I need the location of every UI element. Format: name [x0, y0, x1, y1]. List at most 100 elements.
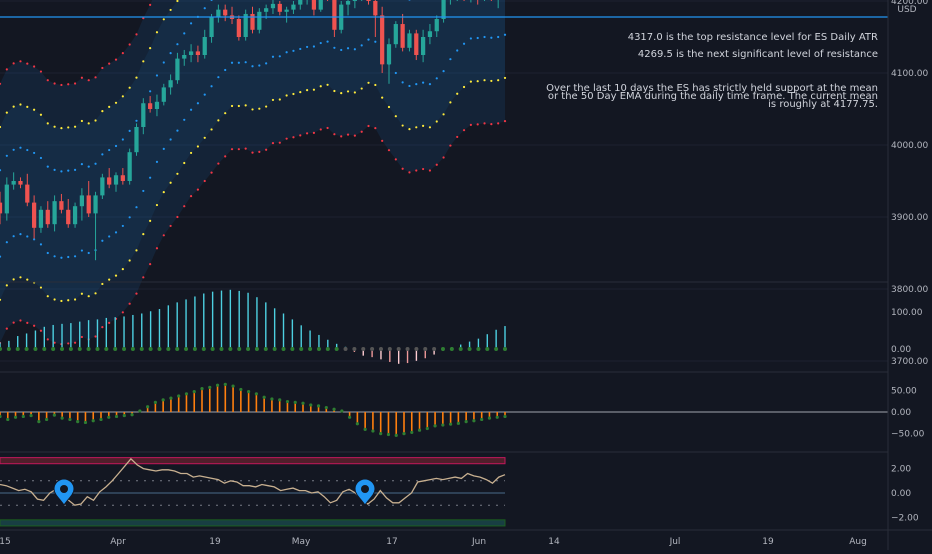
candle-body[interactable]	[373, 1, 378, 16]
candle-body[interactable]	[188, 51, 194, 55]
time-tick-label: 19	[209, 537, 221, 547]
candle-body[interactable]	[366, 0, 371, 1]
candle-body[interactable]	[4, 184, 9, 214]
candle-body[interactable]	[407, 33, 412, 48]
band-dot	[73, 125, 77, 128]
band-dot	[114, 144, 118, 148]
candle-body[interactable]	[291, 4, 296, 10]
osc1-dot	[396, 347, 401, 351]
osc1-dot	[24, 347, 29, 351]
candle-body[interactable]	[127, 152, 132, 181]
candle-body[interactable]	[250, 13, 255, 30]
candle-body[interactable]	[113, 175, 119, 185]
candle-body[interactable]	[93, 195, 98, 214]
candle-body[interactable]	[168, 80, 173, 88]
osc1-dot	[290, 347, 295, 351]
candle-body[interactable]	[441, 0, 446, 20]
candle-body[interactable]	[52, 201, 57, 225]
band-dot	[224, 155, 227, 158]
band-dot	[415, 169, 418, 172]
candle-body[interactable]	[243, 13, 248, 38]
candle-body[interactable]	[100, 177, 105, 196]
band-dot	[462, 129, 466, 132]
candle-body[interactable]	[414, 33, 419, 55]
candle-body[interactable]	[72, 206, 78, 225]
candle-body[interactable]	[380, 15, 385, 65]
band-dot	[94, 335, 97, 338]
candle-body[interactable]	[0, 202, 3, 214]
signal-marker-icon[interactable]	[53, 478, 75, 506]
candle-body[interactable]	[148, 103, 153, 109]
candle-body[interactable]	[345, 1, 351, 5]
candle-body[interactable]	[79, 195, 85, 207]
candle-body[interactable]	[386, 44, 392, 65]
candle-body[interactable]	[66, 209, 71, 225]
candle-body[interactable]	[134, 127, 139, 153]
candle-body[interactable]	[393, 24, 398, 45]
candle-body[interactable]	[332, 0, 337, 30]
candle-body[interactable]	[311, 0, 317, 10]
candle-body[interactable]	[257, 11, 262, 30]
candle-body[interactable]	[270, 3, 276, 9]
candle-body[interactable]	[318, 0, 323, 10]
band-dot	[101, 153, 104, 156]
osc2-dot	[379, 432, 383, 436]
band-dot	[176, 172, 179, 175]
osc1-dot	[316, 347, 321, 351]
candle-body[interactable]	[236, 19, 241, 37]
candle-body[interactable]	[175, 58, 180, 81]
band-dot	[162, 190, 165, 194]
band-dot	[449, 101, 452, 104]
candle-body[interactable]	[18, 181, 23, 185]
band-dot	[108, 62, 111, 65]
osc2-dot	[247, 390, 251, 394]
signal-marker-icon[interactable]	[354, 478, 376, 506]
candle-body[interactable]	[59, 201, 64, 210]
candle-body[interactable]	[352, 0, 357, 1]
band-dot	[33, 238, 36, 241]
price-scale[interactable]	[888, 0, 932, 550]
candle-body[interactable]	[264, 8, 269, 12]
candle-body[interactable]	[216, 9, 221, 17]
candle-body[interactable]	[11, 181, 16, 185]
band-dot	[162, 61, 165, 64]
band-dot	[285, 94, 288, 97]
band-dot	[46, 79, 49, 82]
candle-body[interactable]	[25, 184, 30, 203]
candle-body[interactable]	[223, 9, 228, 16]
candle-body[interactable]	[195, 51, 201, 55]
osc2-dot	[410, 430, 414, 434]
candle-body[interactable]	[298, 0, 303, 5]
candle-body[interactable]	[107, 177, 112, 185]
candle-body[interactable]	[400, 24, 405, 48]
candle-body[interactable]	[202, 37, 207, 55]
candle-body[interactable]	[420, 37, 426, 55]
band-dot	[0, 169, 2, 172]
candle-body[interactable]	[434, 19, 439, 32]
band-dot	[469, 123, 472, 126]
candle-body[interactable]	[120, 175, 125, 181]
band-dot	[497, 79, 500, 82]
candle-body[interactable]	[45, 209, 50, 225]
osc1-dot	[405, 347, 410, 351]
candle-body[interactable]	[427, 31, 433, 37]
candle-body[interactable]	[32, 202, 37, 228]
band-dot	[33, 108, 36, 111]
osc1-dot	[77, 347, 82, 351]
candle-body[interactable]	[141, 103, 146, 127]
candle-body[interactable]	[277, 3, 282, 12]
candle-body[interactable]	[154, 101, 160, 109]
candle-body[interactable]	[161, 87, 166, 102]
candle-body[interactable]	[209, 16, 214, 37]
price-tick-label: 4100.00	[891, 69, 928, 79]
candle-body[interactable]	[182, 55, 187, 59]
candle-body[interactable]	[284, 9, 289, 12]
candle-body[interactable]	[38, 209, 44, 228]
band-dot	[292, 136, 295, 139]
candle-body[interactable]	[86, 195, 91, 214]
band-dot	[271, 98, 275, 102]
osc3-line[interactable]	[0, 457, 506, 506]
band-dot	[271, 142, 275, 145]
